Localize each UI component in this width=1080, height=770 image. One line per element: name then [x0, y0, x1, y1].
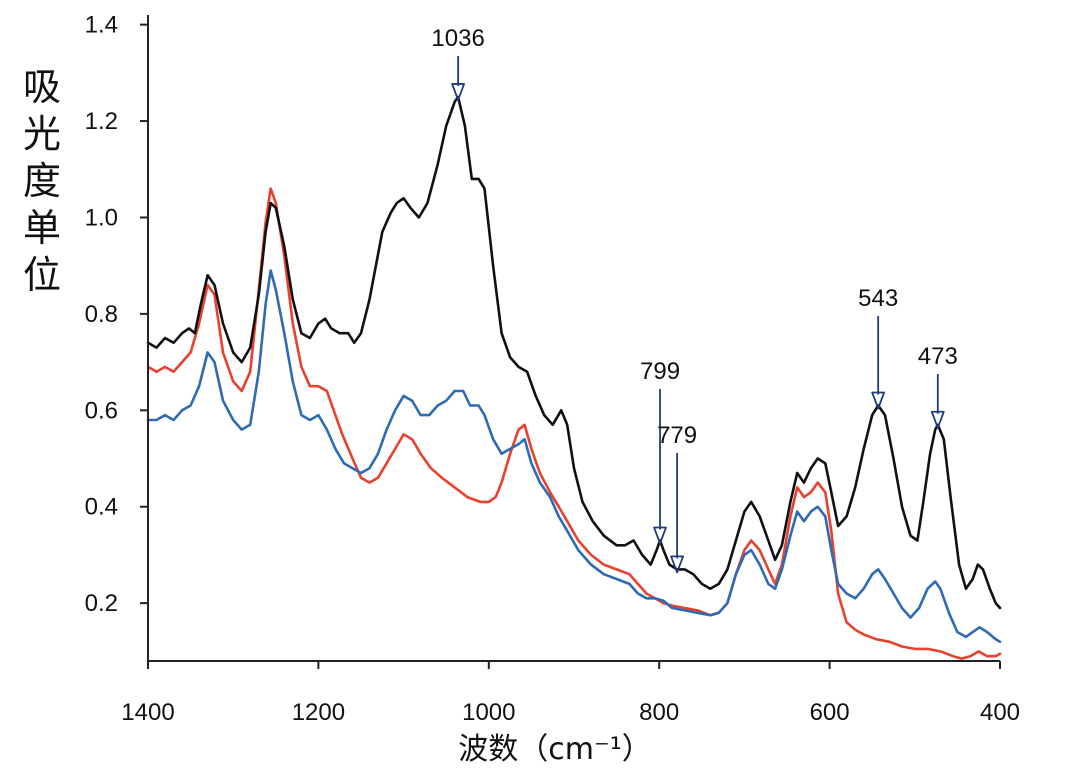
y-axis-label-char: 吸: [23, 65, 61, 109]
peak-annotation-1036: 1036: [431, 25, 485, 101]
x-tick-label: 600: [810, 699, 850, 726]
annotation-label: 1036: [431, 25, 484, 52]
peak-annotation-779: 779: [657, 422, 697, 574]
y-tick-label: 0.2: [85, 590, 118, 617]
series-line-red: [146, 187, 1002, 660]
peak-annotation-473: 473: [918, 343, 958, 429]
y-axis-label: 吸光度单位: [23, 65, 61, 297]
annotation-label: 473: [918, 343, 958, 370]
annotation-label: 799: [640, 358, 680, 385]
peak-annotation-543: 543: [858, 285, 898, 410]
y-tick-label: 0.6: [85, 397, 118, 424]
y-axis-label-char: 位: [23, 253, 61, 297]
x-axis-label: 波数（cm⁻¹）: [458, 732, 652, 767]
annotation-label: 779: [657, 422, 697, 449]
x-tick-label: 400: [980, 699, 1020, 726]
annotation-arrow-head: [670, 555, 684, 574]
annotation-arrow-head: [653, 526, 667, 545]
x-tick-label: 1400: [121, 699, 174, 726]
peak-annotation-799: 799: [640, 358, 680, 545]
annotation-arrow-head: [451, 83, 466, 101]
y-axis-label-char: 度: [23, 159, 61, 203]
x-tick-label: 1200: [292, 699, 345, 726]
y-tick-label: 1.2: [85, 108, 118, 135]
axes-layer: [147, 15, 1000, 662]
y-tick-label: 1.4: [85, 12, 118, 39]
x-tick-label: 1000: [462, 699, 515, 726]
y-axis-label-char: 单: [23, 206, 61, 250]
series-layer: [146, 95, 1002, 660]
x-ticks: 1400 1200 1000 800 600 400: [121, 661, 1020, 726]
y-axis-label-char: 光: [23, 112, 61, 156]
y-tick-label: 0.8: [85, 301, 118, 328]
y-tick-label: 1.0: [85, 204, 118, 231]
annotation-arrow-head: [930, 410, 945, 429]
peak-annotations: 1036 799 779 543 473: [431, 25, 958, 574]
annotation-label: 543: [858, 285, 898, 312]
y-tick-label: 0.4: [85, 494, 118, 521]
y-ticks: 0.2 0.4 0.6 0.8 1.0 1.2 1.4: [85, 12, 148, 617]
annotation-arrow-head: [871, 391, 886, 410]
series-line-blue: [146, 269, 1002, 643]
x-tick-label: 800: [639, 699, 679, 726]
